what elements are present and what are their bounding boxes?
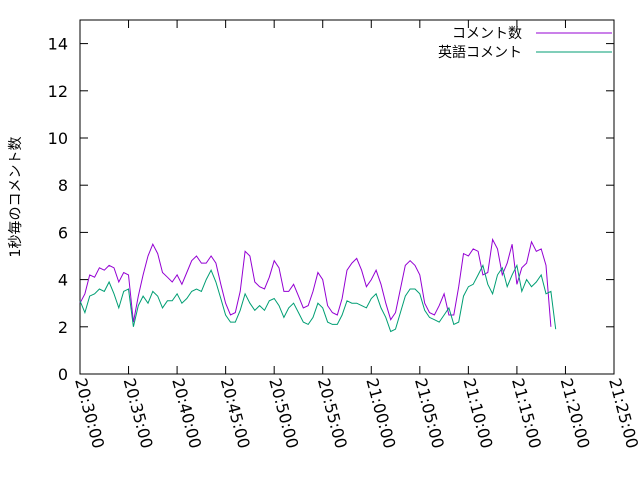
y-tick-label: 10: [48, 129, 68, 148]
y-axis: 0 2 4 6 8 10 12 14: [48, 35, 614, 384]
x-tick-label: 21:00:00: [362, 376, 399, 450]
x-tick-label: 21:10:00: [459, 376, 496, 450]
x-tick-label: 21:25:00: [605, 376, 640, 450]
x-tick-label: 21:05:00: [411, 376, 448, 450]
x-tick-label: 21:20:00: [557, 376, 594, 450]
y-tick-label: 8: [58, 176, 68, 195]
y-tick-label: 12: [48, 82, 68, 101]
x-axis: 20:30:00 20:35:00 20:40:00 20:45:00 20:50:00…: [71, 20, 640, 450]
x-tick-label: 21:15:00: [508, 376, 545, 450]
x-tick-label: 20:55:00: [314, 376, 351, 450]
y-tick-label: 6: [58, 223, 68, 242]
series-line-1: [79, 263, 557, 333]
x-tick-label: 20:45:00: [217, 376, 254, 450]
y-axis-title: 1秒毎のコメント数: [8, 137, 24, 258]
x-tick-label: 20:30:00: [71, 376, 108, 450]
x-tick-label: 20:40:00: [168, 376, 205, 450]
x-tick-label: 20:50:00: [265, 376, 302, 450]
series-line-0: [79, 237, 552, 327]
x-tick-label: 20:35:00: [120, 376, 157, 450]
y-tick-label: 4: [58, 271, 68, 290]
y-tick-label: 0: [58, 365, 68, 384]
y-tick-label: 2: [58, 318, 68, 337]
plot-frame: [79, 19, 615, 375]
series-group: [79, 237, 557, 333]
legend-label-0: コメント数: [452, 26, 522, 42]
legend-label-1: 英語コメント: [438, 44, 522, 61]
y-tick-label: 14: [48, 35, 68, 54]
